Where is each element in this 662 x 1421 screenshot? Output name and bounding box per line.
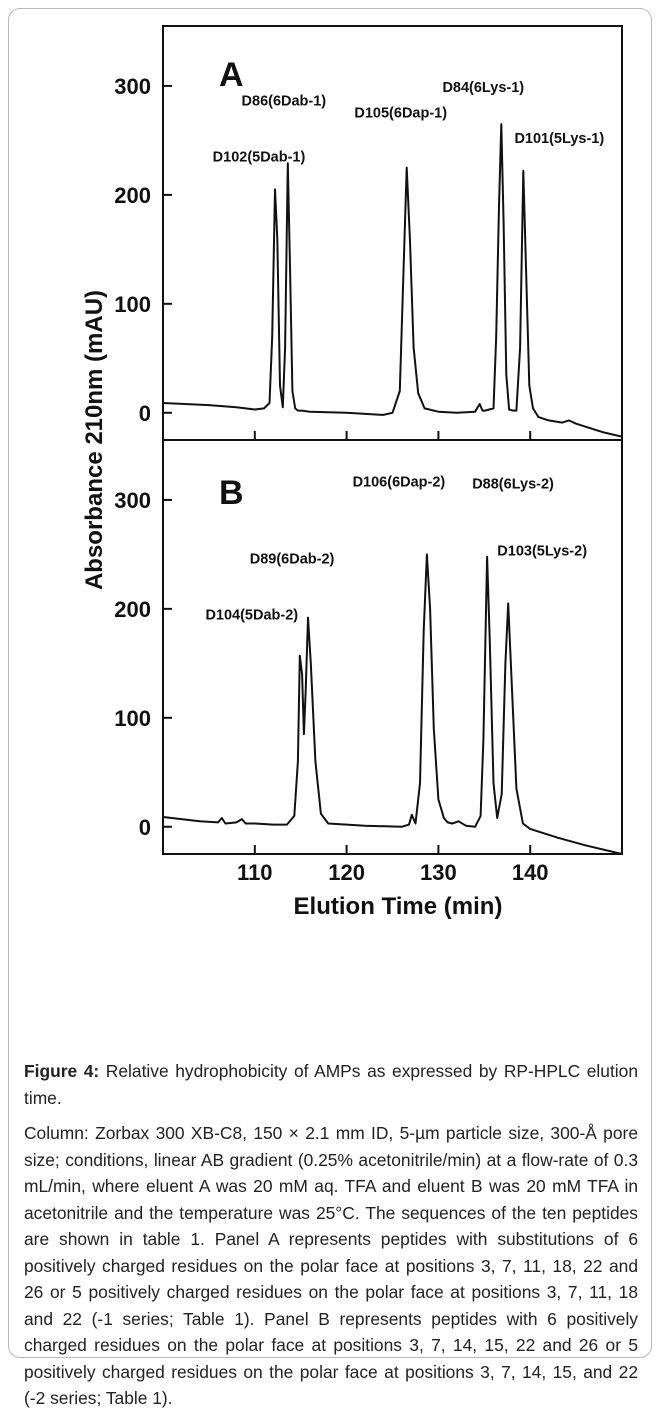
panel-b-y-tick-label: 300	[114, 488, 151, 513]
panel-b-frame	[162, 439, 623, 855]
caption-title: Relative hydrophobicity of AMPs as expre…	[24, 1061, 638, 1108]
panel-b-label: B	[219, 474, 244, 512]
panel-b-peak-label: D106(6Dap-2)	[353, 474, 446, 490]
panel-a-y-tick-label: 300	[114, 74, 151, 99]
panel-b-x-tick-label: 120	[328, 860, 365, 885]
panel-a-peak-label: D105(6Dap-1)	[354, 106, 447, 122]
panel-a-y-tick-label: 100	[114, 292, 151, 317]
panel-a-y-tick-label: 0	[139, 401, 151, 426]
chromatogram-figure: A B Absorbance 210nm (mAU) Elution Time …	[81, 25, 623, 920]
figure-frame	[8, 8, 652, 1358]
caption-figure-label: Figure 4:	[24, 1061, 100, 1081]
panel-b-peak-label: D89(6Dab-2)	[250, 552, 335, 568]
panel-b-x-tick-label: 110	[237, 860, 273, 885]
caption-heading: Figure 4: Relative hydrophobicity of AMP…	[24, 1058, 638, 1111]
panel-b-y-tick-label: 0	[139, 815, 151, 840]
caption-body: Column: Zorbax 300 XB-C8, 150 × 2.1 mm I…	[24, 1123, 638, 1408]
panel-a-trace	[162, 123, 623, 438]
panel-b-y-tick-label: 100	[114, 706, 151, 731]
panel-b-peak-label: D88(6Lys-2)	[472, 477, 554, 493]
figure-caption: Figure 4: Relative hydrophobicity of AMP…	[24, 1058, 638, 1421]
panel-a-plot: 0 100 200 300 D102(5Dab-1) D86(6Dab-1) D105(6D…	[114, 74, 623, 440]
panel-a-peak-label: D102(5Dab-1)	[213, 149, 306, 165]
panel-b-peak-label: D104(5Dab-2)	[205, 608, 298, 624]
panel-b-peak-label: D103(5Lys-2)	[497, 543, 587, 559]
panel-b-trace	[162, 553, 623, 855]
panel-a-peak-label: D84(6Lys-1)	[442, 80, 524, 96]
panel-b-x-tick-label: 130	[420, 860, 457, 885]
x-axis-title: Elution Time (min)	[294, 893, 503, 920]
panel-b-y-tick-label: 200	[114, 597, 151, 622]
panel-a-peak-label: D101(5Lys-1)	[514, 131, 604, 147]
panel-b-plot: 0 100 200 300 110 120 130 140 D104(5Dab-2) D89(6D…	[114, 474, 623, 885]
y-axis-title: Absorbance 210nm (mAU)	[81, 290, 108, 590]
panel-a-y-tick-label: 200	[114, 183, 151, 208]
panel-b-x-tick-label: 140	[512, 860, 549, 885]
panel-a-peak-label: D86(6Dab-1)	[242, 93, 327, 109]
panel-a-label: A	[219, 56, 244, 94]
